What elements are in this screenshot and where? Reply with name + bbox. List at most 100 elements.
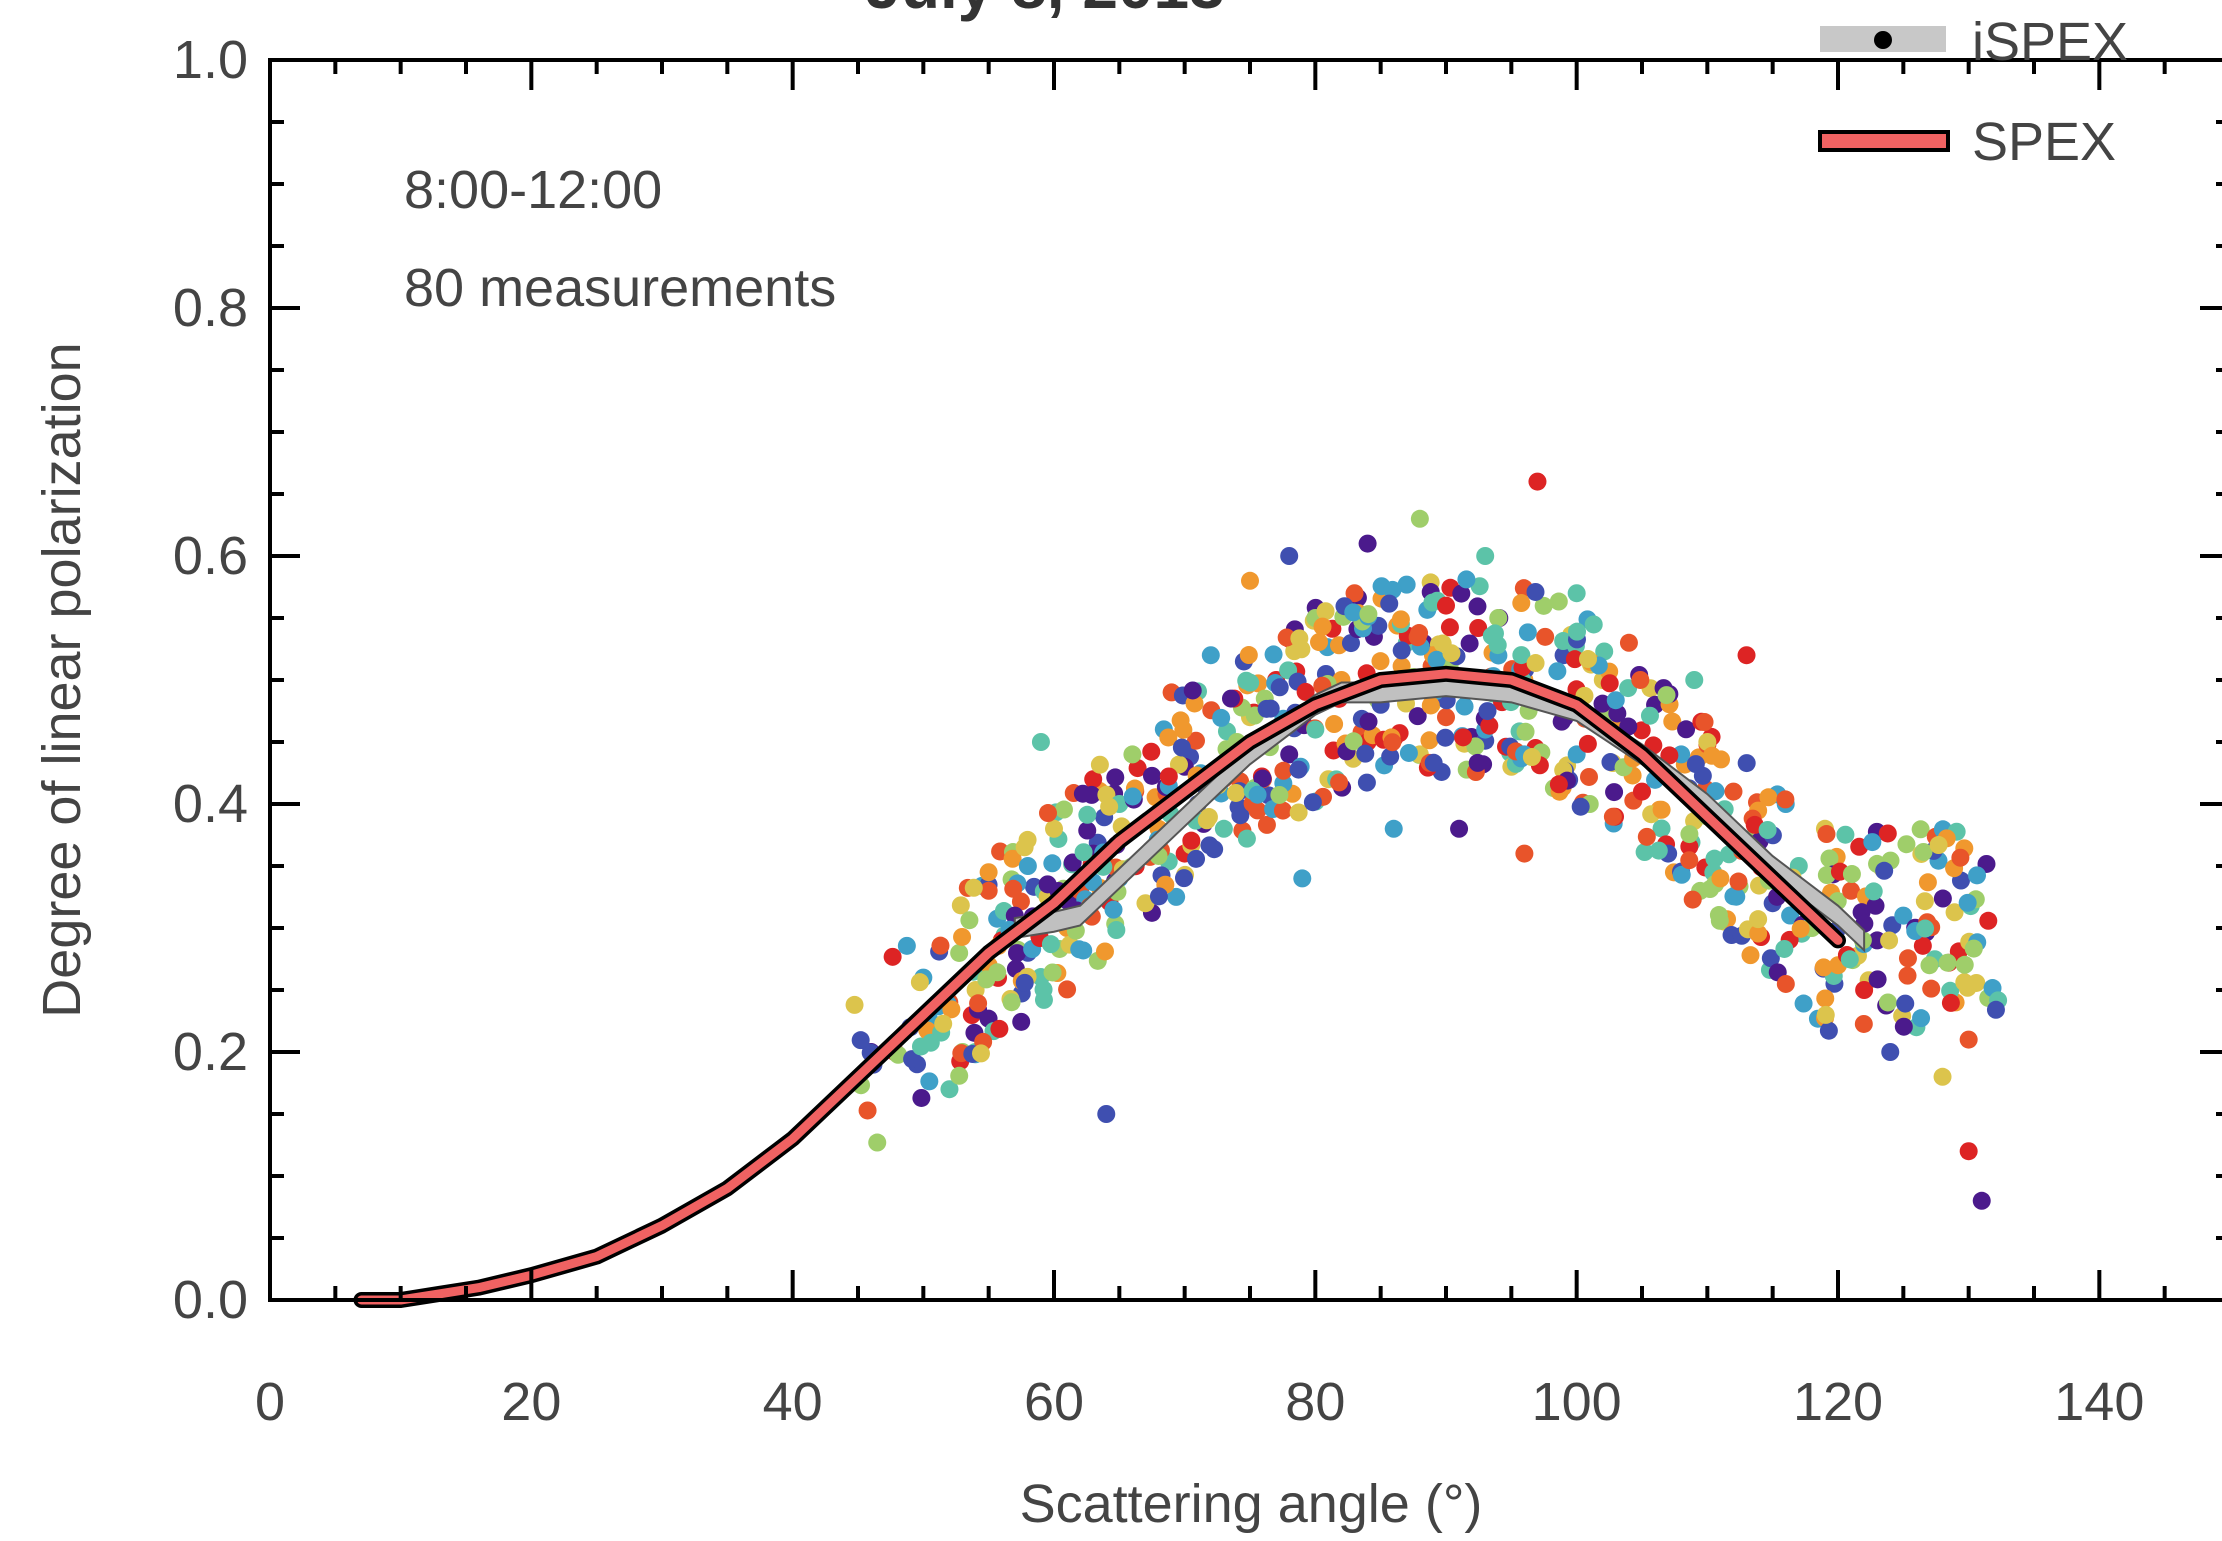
data-point	[1397, 575, 1416, 594]
x-tick-labels: 0 20 40 60 80 100 120 140	[255, 1372, 2144, 1432]
data-point	[1698, 733, 1717, 751]
data-point	[1423, 593, 1442, 612]
x-tick-label: 140	[2054, 1372, 2144, 1432]
data-point	[1640, 706, 1659, 725]
data-point	[960, 911, 979, 930]
data-point	[921, 1033, 940, 1052]
data-point	[1536, 627, 1555, 646]
data-point	[934, 1014, 953, 1033]
data-point	[1357, 773, 1376, 792]
data-point	[1758, 821, 1777, 839]
annotation-measurement-count: 80 measurements	[404, 258, 836, 318]
data-point	[1579, 767, 1598, 786]
y-tick-label: 0.2	[173, 1022, 248, 1082]
data-point	[1183, 681, 1202, 700]
data-point	[1174, 869, 1193, 888]
data-point	[1528, 472, 1547, 491]
data-point	[1306, 720, 1325, 739]
data-point	[953, 927, 972, 946]
data-point	[1043, 963, 1062, 982]
scatter-points	[845, 472, 2008, 1210]
data-point	[1958, 893, 1977, 912]
data-point	[971, 1044, 990, 1063]
data-point	[1515, 844, 1534, 863]
data-point	[1436, 728, 1455, 747]
data-point	[897, 936, 916, 955]
data-point	[1058, 980, 1077, 999]
data-point	[1408, 628, 1427, 647]
data-point	[1518, 623, 1537, 642]
data-point	[1264, 645, 1283, 664]
data-point	[1237, 671, 1256, 690]
data-point	[1840, 950, 1859, 969]
data-point	[1392, 641, 1411, 660]
data-point	[1257, 815, 1276, 834]
data-point	[1384, 819, 1403, 838]
data-point	[1018, 857, 1037, 875]
data-point	[1657, 686, 1676, 705]
data-point	[1776, 974, 1795, 993]
data-point	[1578, 650, 1597, 669]
data-point	[1381, 747, 1400, 766]
data-point	[1341, 634, 1360, 653]
data-point	[1686, 755, 1705, 774]
data-point	[1672, 865, 1691, 884]
data-point	[1964, 939, 1983, 958]
data-point	[942, 1000, 961, 1019]
data-point	[1631, 670, 1650, 689]
data-point	[1489, 609, 1508, 627]
data-point	[1814, 958, 1833, 977]
data-point	[1084, 770, 1103, 789]
x-tick-label: 120	[1793, 1372, 1883, 1432]
data-point	[1142, 766, 1161, 785]
data-point	[1296, 682, 1315, 701]
data-point	[1920, 956, 1939, 975]
data-point	[1310, 633, 1329, 652]
data-point	[1038, 875, 1057, 894]
data-point	[1313, 617, 1332, 636]
data-point	[1911, 820, 1930, 839]
data-point	[1123, 745, 1142, 764]
y-tick-labels: 0.0 0.2 0.4 0.6 0.8 1.0	[173, 30, 248, 1330]
y-tick-label: 0.8	[173, 278, 248, 338]
x-tick-label: 20	[501, 1372, 561, 1432]
data-point	[1968, 866, 1987, 885]
data-point	[1567, 745, 1586, 764]
data-point	[1749, 924, 1768, 943]
data-point	[1922, 979, 1941, 998]
data-point	[1706, 782, 1725, 801]
data-point	[1391, 610, 1410, 629]
data-point	[845, 995, 864, 1014]
data-point	[1816, 1005, 1835, 1024]
data-point	[1015, 973, 1034, 992]
data-point	[1440, 618, 1459, 637]
data-point	[1649, 841, 1668, 860]
data-point	[1460, 634, 1479, 653]
data-point	[1273, 801, 1292, 820]
data-point	[1325, 715, 1344, 734]
data-point	[951, 896, 970, 915]
data-point	[1595, 642, 1614, 661]
data-point	[1761, 949, 1780, 968]
data-point	[1078, 821, 1097, 840]
data-point	[1452, 584, 1471, 603]
data-point	[1972, 1191, 1991, 1210]
data-point	[1424, 753, 1443, 772]
data-point	[1633, 782, 1651, 801]
data-point	[1512, 594, 1531, 613]
data-point	[1172, 738, 1191, 757]
data-point	[979, 881, 998, 900]
data-point	[1201, 646, 1220, 665]
data-point	[1914, 842, 1933, 861]
data-point	[1695, 713, 1714, 732]
data-point	[1427, 650, 1446, 669]
data-point	[1358, 534, 1377, 553]
data-point	[1038, 804, 1057, 823]
data-point	[1549, 775, 1568, 794]
legend-item-ispex: iSPEX	[1820, 12, 2128, 72]
data-point	[1003, 849, 1022, 868]
data-point	[1606, 691, 1625, 710]
data-point	[1912, 1009, 1931, 1028]
data-point	[1380, 594, 1399, 613]
data-point	[858, 1101, 877, 1120]
